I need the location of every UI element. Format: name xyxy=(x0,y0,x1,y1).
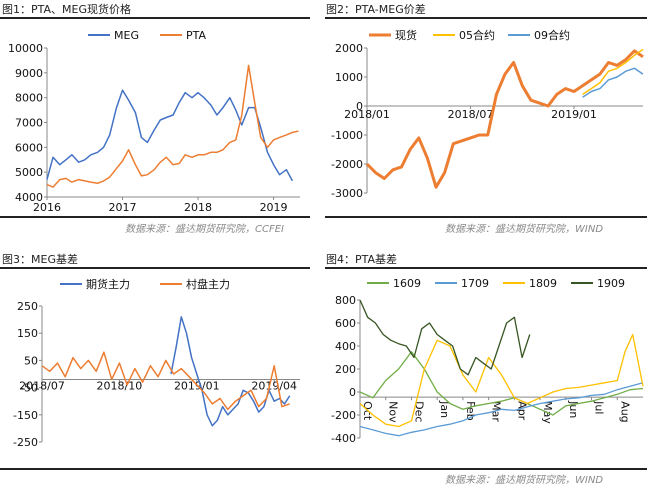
meg-pta-price-chart: 4000 5000 6000 7000 8000 9000 10000 2016 2017 201… xyxy=(8,29,300,214)
x-tick-label: 2018/07 xyxy=(19,379,65,392)
y-tick-label: 50 xyxy=(24,354,38,367)
y-tick-label: 4000 xyxy=(15,191,43,204)
x-tick-label: Jun xyxy=(567,400,580,418)
y-tick-label: 150 xyxy=(17,327,38,340)
x-tick-label: Mar xyxy=(490,401,503,422)
bottom-divider xyxy=(0,468,647,470)
y-tick-label: -2000 xyxy=(331,158,363,171)
legend-label: 05合约 xyxy=(459,28,495,42)
x-tick-label: Jul xyxy=(593,400,606,414)
legend-label: 村盘主力 xyxy=(186,277,230,291)
x-tick-label: 2018 xyxy=(184,201,212,214)
y-tick-label: -3000 xyxy=(331,187,363,200)
mid-title-divider-left xyxy=(0,267,310,269)
chart2-source: 数据来源：盛达期货研究院，WIND xyxy=(445,224,604,235)
y-tick-label: -150 xyxy=(13,409,38,422)
y-tick-label: -1000 xyxy=(331,129,363,142)
top-divider-right xyxy=(325,17,647,19)
chart4-title: 图4：PTA基差 xyxy=(326,253,398,266)
y-tick-label: 9000 xyxy=(15,67,43,80)
series-line-05合约 xyxy=(582,48,644,96)
y-tick-label: -200 xyxy=(331,409,356,422)
x-tick-label: 2016 xyxy=(33,201,61,214)
y-tick-label: 6000 xyxy=(15,141,43,154)
mid-divider-right xyxy=(325,216,647,218)
y-tick-label: 250 xyxy=(17,300,38,313)
x-tick-label: 2018/10 xyxy=(97,379,143,392)
y-tick-label: 800 xyxy=(335,294,356,307)
series-line-1709 xyxy=(359,382,644,437)
series-line-1609 xyxy=(359,351,644,416)
y-tick-label: 2000 xyxy=(335,42,363,55)
legend-label: 期货主力 xyxy=(86,277,130,291)
x-tick-label: 2019/01 xyxy=(551,108,597,121)
x-tick-label: Dec xyxy=(412,401,425,422)
y-tick-label: 5000 xyxy=(15,166,43,179)
y-tick-label: 400 xyxy=(335,340,356,353)
y-tick-label: -50 xyxy=(20,382,38,395)
top-divider-left xyxy=(0,17,310,19)
series-line-期货主力 xyxy=(170,316,291,427)
legend-label: 现货 xyxy=(395,28,417,42)
x-tick-label: 2019/04 xyxy=(251,379,297,392)
chart3-title: 图3：MEG基差 xyxy=(2,253,78,266)
series-line-09合约 xyxy=(582,67,644,98)
y-tick-label: 1000 xyxy=(335,71,363,84)
series-line-1809 xyxy=(359,333,644,428)
legend-label: 1709 xyxy=(461,277,489,290)
legend-label: PTA xyxy=(186,29,206,42)
x-tick-label: Nov xyxy=(387,401,400,423)
x-tick-label: 2019 xyxy=(260,201,288,214)
y-tick-label: 10000 xyxy=(8,42,43,55)
chart1-title: 图1：PTA、MEG现货价格 xyxy=(2,3,131,16)
mid-title-divider-right xyxy=(325,267,647,269)
y-tick-label: 8000 xyxy=(15,92,43,105)
y-tick-label: 0 xyxy=(356,100,363,113)
x-tick-label: 2018/07 xyxy=(448,108,494,121)
chart4-source: 数据来源：盛达期货研究院，WIND xyxy=(445,475,604,486)
series-line-MEG xyxy=(46,89,294,182)
y-tick-label: 600 xyxy=(335,317,356,330)
series-line-1909 xyxy=(359,299,531,376)
legend-label: MEG xyxy=(114,29,139,42)
chart1-source: 数据来源：盛达期货研究院，CCFEI xyxy=(125,224,284,235)
x-tick-label: Aug xyxy=(618,401,631,422)
y-tick-label: -400 xyxy=(331,432,356,445)
x-tick-label: 2018/01 xyxy=(344,108,390,121)
x-tick-label: Jan xyxy=(438,400,451,418)
chart2-title: 图2：PTA-MEG价差 xyxy=(326,3,426,16)
pta-meg-spread-chart: -3000 -2000 -1000 0 1000 2000 2018/01 2018/07 20… xyxy=(331,28,644,200)
series-line-村盘主力 xyxy=(41,351,290,411)
legend-label: 1909 xyxy=(597,277,625,290)
series-line-现货 xyxy=(365,49,644,189)
legend-label: 1809 xyxy=(529,277,557,290)
x-tick-label: Apr xyxy=(515,401,528,421)
x-tick-label: 2017 xyxy=(109,201,137,214)
y-tick-label: 200 xyxy=(335,363,356,376)
y-tick-label: 7000 xyxy=(15,117,43,130)
y-tick-label: -250 xyxy=(13,436,38,449)
y-tick-label: 0 xyxy=(349,386,356,399)
series-line-PTA xyxy=(46,64,299,188)
legend-label: 1609 xyxy=(393,277,421,290)
legend-label: 09合约 xyxy=(534,28,570,42)
mid-divider-left xyxy=(0,216,310,218)
